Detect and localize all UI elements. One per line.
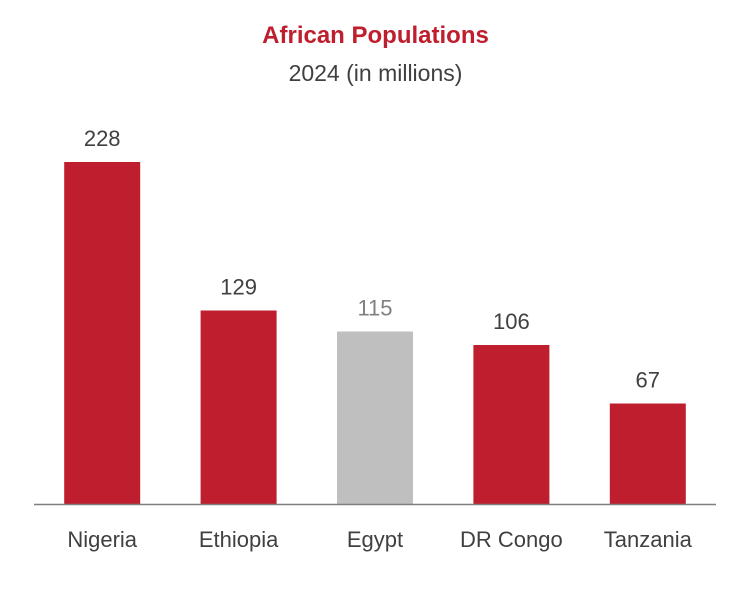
bar-ethiopia bbox=[200, 310, 277, 504]
data-label-egypt: 115 bbox=[357, 296, 392, 321]
x-tick-label-ethiopia: Ethiopia bbox=[199, 527, 279, 552]
data-label-ethiopia: 129 bbox=[220, 275, 257, 300]
chart-subtitle: 2024 (in millions) bbox=[288, 60, 463, 86]
chart-title: African Populations bbox=[262, 22, 489, 49]
x-tick-label-egypt: Egypt bbox=[347, 527, 403, 552]
x-tick-label-nigeria: Nigeria bbox=[67, 527, 137, 552]
data-label-tanzania: 67 bbox=[636, 368, 660, 393]
data-label-dr-congo: 106 bbox=[493, 309, 530, 334]
bar-tanzania bbox=[609, 403, 686, 504]
x-tick-label-tanzania: Tanzania bbox=[604, 527, 693, 552]
bar-nigeria bbox=[64, 162, 141, 504]
bar-egypt bbox=[337, 331, 413, 504]
data-label-nigeria: 228 bbox=[84, 126, 121, 151]
bar-dr-congo bbox=[473, 345, 550, 504]
x-tick-label-dr-congo: DR Congo bbox=[460, 527, 563, 552]
